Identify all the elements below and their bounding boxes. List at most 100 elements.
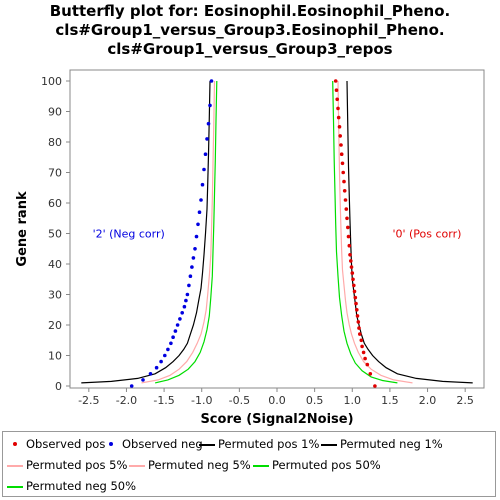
x-tick-label: 0.0 xyxy=(268,394,286,407)
point-observed-neg xyxy=(184,298,188,303)
point-observed-pos xyxy=(357,326,361,330)
point-observed-neg xyxy=(163,353,167,358)
x-tick-label: 2.5 xyxy=(456,394,474,407)
point-observed-pos xyxy=(336,106,340,111)
point-observed-pos xyxy=(352,283,356,288)
point-observed-pos xyxy=(343,198,348,202)
point-observed-pos xyxy=(356,320,361,324)
point-observed-neg xyxy=(190,265,194,269)
legend-label: Permuted neg 50% xyxy=(26,479,137,493)
butterfly-plot: -2.5 -2.0 -1.5 -1.0 -0.5 0.0 0.5 1.0 1.5 2.0 2.5 0 1… xyxy=(15,69,485,427)
point-observed-neg xyxy=(206,121,211,126)
point-observed-pos xyxy=(359,338,364,343)
x-tick-label: -0.5 xyxy=(229,394,250,407)
point-observed-pos xyxy=(355,308,359,312)
legend-item-permuted-neg-1: Permuted neg 1% xyxy=(321,437,443,451)
x-tick-label: 0.5 xyxy=(306,394,324,407)
y-tick-label: 70 xyxy=(48,167,62,180)
point-observed-neg xyxy=(182,304,187,309)
point-observed-neg xyxy=(178,317,182,321)
series-line-permuted-neg-5 xyxy=(141,80,216,384)
point-observed-pos xyxy=(346,225,350,230)
point-observed-neg xyxy=(208,103,212,108)
plot-area xyxy=(69,69,485,389)
y-tick-label: 20 xyxy=(48,319,62,332)
point-observed-pos xyxy=(338,134,343,138)
permuted-pos-5-line-icon xyxy=(7,460,23,470)
point-observed-pos xyxy=(365,362,370,367)
point-observed-pos xyxy=(358,332,362,336)
legend-label: Permuted pos 50% xyxy=(272,458,381,472)
point-observed-neg xyxy=(197,210,202,214)
point-observed-neg xyxy=(173,329,178,333)
y-tick-label: 50 xyxy=(48,228,62,241)
chart-title-line-1: Butterfly plot for: Eosinophil.Eosinophi… xyxy=(49,2,451,20)
point-observed-pos xyxy=(342,189,347,193)
x-tick-label: -2.5 xyxy=(78,394,99,407)
axis-layer: -2.5 -2.0 -1.5 -1.0 -0.5 0.0 0.5 1.0 1.5 2.0 2.5 0 1… xyxy=(41,75,474,407)
x-tick-label: -1.5 xyxy=(153,394,174,407)
point-observed-pos xyxy=(350,271,355,275)
legend-item-observed-pos: Observed pos xyxy=(7,437,105,451)
series-line-permuted-neg-50 xyxy=(154,80,218,384)
point-observed-pos xyxy=(354,301,358,306)
point-observed-pos xyxy=(363,356,367,361)
legend-label: Permuted neg 5% xyxy=(148,458,251,472)
point-observed-neg xyxy=(169,341,173,346)
legend-item-permuted-neg-50: Permuted neg 50% xyxy=(7,479,136,493)
point-observed-pos xyxy=(348,253,352,257)
legend-label: Permuted pos 5% xyxy=(26,458,128,472)
legend-label: Observed neg xyxy=(122,437,203,451)
x-axis-label: Score (Signal2Noise) xyxy=(200,412,353,427)
point-observed-pos xyxy=(351,277,355,282)
point-observed-neg xyxy=(209,79,214,83)
permuted-pos-1-line-icon xyxy=(199,439,215,449)
point-observed-neg xyxy=(188,274,193,279)
series-line-permuted-neg-1 xyxy=(81,80,211,384)
point-observed-pos xyxy=(346,234,351,239)
y-tick-label: 80 xyxy=(48,136,62,149)
point-observed-pos xyxy=(349,265,354,269)
point-observed-neg xyxy=(202,167,206,172)
point-observed-pos xyxy=(352,289,357,294)
point-observed-pos xyxy=(373,384,377,388)
point-observed-neg xyxy=(180,311,184,315)
point-observed-neg xyxy=(193,247,197,251)
point-observed-neg xyxy=(191,256,196,260)
y-tick-label: 100 xyxy=(41,75,62,88)
point-observed-pos xyxy=(360,344,364,349)
y-tick-label: 40 xyxy=(48,258,62,271)
pos-corr-annotation: '0' (Pos corr) xyxy=(392,228,461,241)
point-observed-pos xyxy=(337,125,342,129)
point-observed-neg xyxy=(171,335,175,340)
x-tick-label: 1.5 xyxy=(381,394,399,407)
point-observed-pos xyxy=(340,161,345,166)
point-observed-neg xyxy=(200,182,205,187)
legend-item-permuted-pos-5: Permuted pos 5% xyxy=(7,458,127,472)
point-observed-neg xyxy=(196,222,200,227)
point-observed-neg xyxy=(154,365,159,370)
point-observed-pos xyxy=(334,88,339,92)
observed-pos-marker-icon xyxy=(7,439,23,449)
permuted-neg-50-line-icon xyxy=(7,481,23,491)
point-observed-neg xyxy=(148,372,153,376)
observed-neg-marker-icon xyxy=(103,439,119,449)
y-tick-label: 0 xyxy=(55,380,62,393)
point-observed-neg xyxy=(129,384,134,388)
point-observed-neg xyxy=(185,292,190,297)
y-tick-label: 60 xyxy=(48,197,62,210)
x-tick-label: 2.0 xyxy=(419,394,437,407)
chart-title-line-3: cls#Group1_versus_Group3_repos xyxy=(107,40,393,58)
point-observed-pos xyxy=(345,216,349,221)
point-observed-pos xyxy=(344,207,349,211)
y-tick-label: 30 xyxy=(48,289,62,302)
point-observed-pos xyxy=(355,314,360,318)
neg-corr-annotation: '2' (Neg corr) xyxy=(93,228,165,241)
permuted-neg-5-line-icon xyxy=(129,460,145,470)
point-observed-neg xyxy=(203,152,208,156)
point-observed-pos xyxy=(368,372,373,376)
legend: Observed pos Observed neg Permuted pos 1… xyxy=(2,431,496,497)
point-observed-neg xyxy=(175,323,180,327)
permuted-neg-1-line-icon xyxy=(321,439,337,449)
point-observed-neg xyxy=(194,234,199,239)
